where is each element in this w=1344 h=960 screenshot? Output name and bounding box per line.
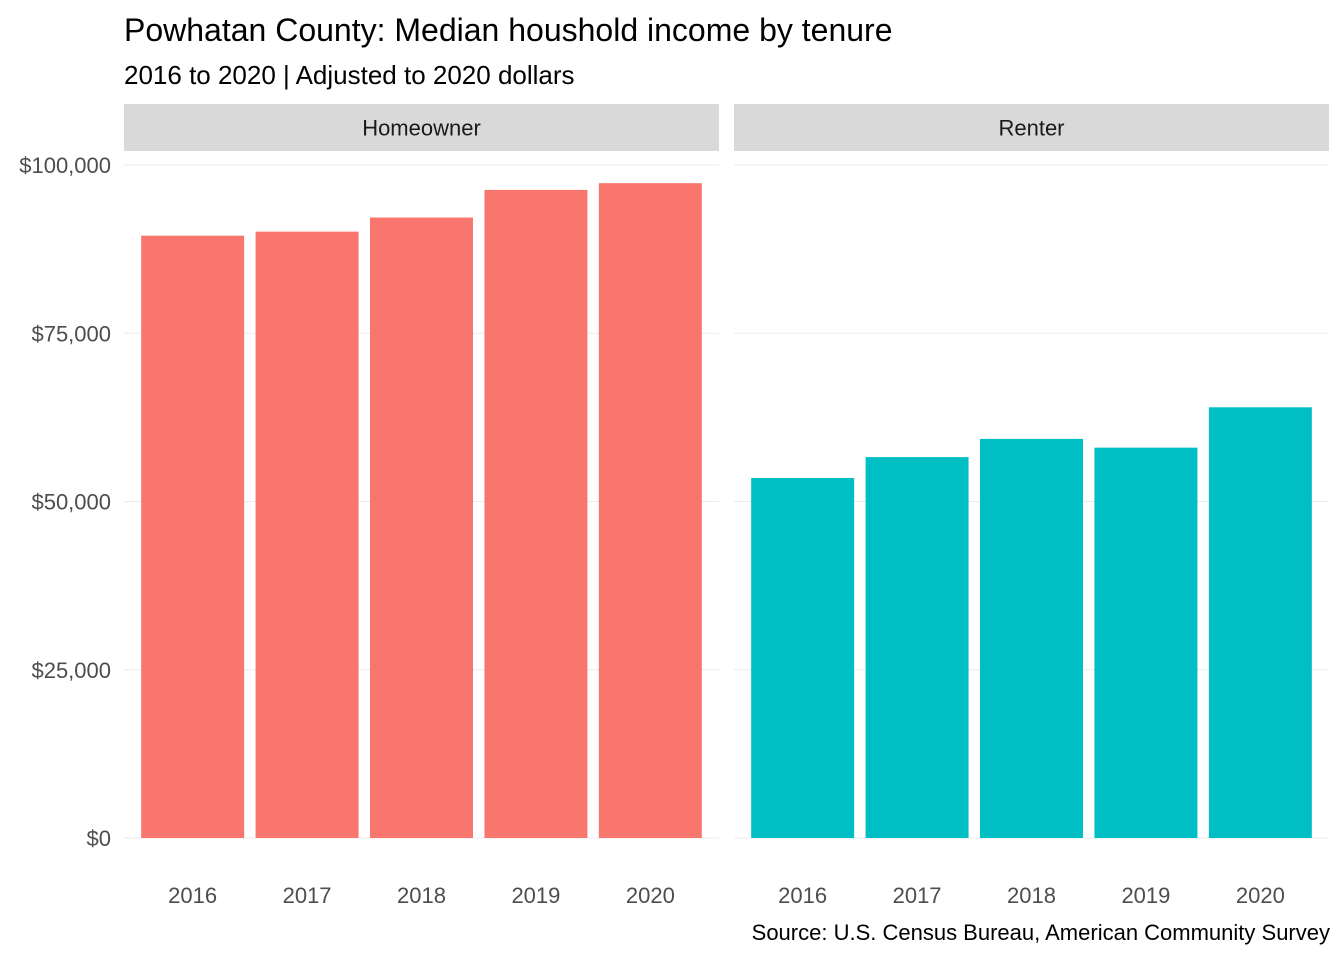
x-tick-label: 2016 xyxy=(778,883,827,908)
bar-renter-2017 xyxy=(865,457,969,838)
y-tick-label: $100,000 xyxy=(19,153,111,178)
chart-title: Powhatan County: Median houshold income … xyxy=(124,12,893,48)
x-tick-label: 2020 xyxy=(1236,883,1285,908)
facet-strip-label: Renter xyxy=(998,116,1064,141)
source-caption: Source: U.S. Census Bureau, American Com… xyxy=(751,920,1330,945)
x-tick-label: 2017 xyxy=(283,883,332,908)
x-tick-label: 2017 xyxy=(893,883,942,908)
bar-homeowner-2017 xyxy=(255,231,359,838)
facet-strip-renter xyxy=(734,104,1329,151)
facet-strip-homeowner xyxy=(124,104,719,151)
bar-homeowner-2019 xyxy=(484,189,588,838)
y-tick-label: $75,000 xyxy=(31,321,111,346)
y-tick-label: $50,000 xyxy=(31,490,111,515)
bar-renter-2016 xyxy=(751,477,855,838)
facet-strip-label: Homeowner xyxy=(362,116,481,141)
x-tick-label: 2018 xyxy=(397,883,446,908)
x-tick-label: 2019 xyxy=(511,883,560,908)
bar-renter-2018 xyxy=(980,438,1083,838)
x-tick-label: 2016 xyxy=(168,883,217,908)
x-tick-label: 2019 xyxy=(1121,883,1170,908)
bar-renter-2020 xyxy=(1208,407,1312,838)
bar-homeowner-2016 xyxy=(141,235,245,839)
y-tick-label: $0 xyxy=(87,826,111,851)
chart-subtitle: 2016 to 2020 | Adjusted to 2020 dollars xyxy=(124,60,575,90)
bar-homeowner-2020 xyxy=(598,183,702,838)
y-tick-label: $25,000 xyxy=(31,658,111,683)
x-tick-label: 2020 xyxy=(626,883,675,908)
x-tick-label: 2018 xyxy=(1007,883,1056,908)
bar-renter-2019 xyxy=(1094,447,1198,838)
bar-homeowner-2018 xyxy=(370,217,473,838)
